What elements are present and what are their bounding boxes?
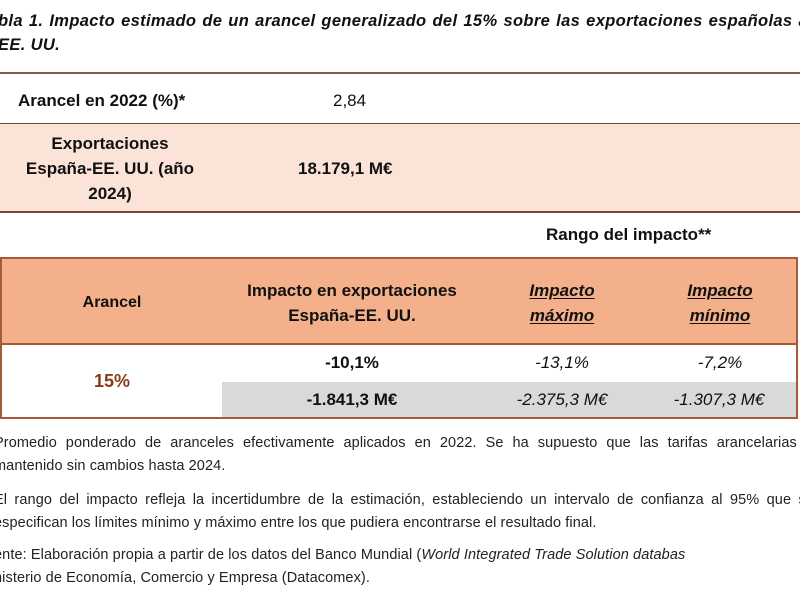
impact-table-left-border — [0, 257, 2, 419]
footnote-2: El rango del impacto refleja la incertid… — [0, 492, 800, 531]
exports-label: Exportaciones España-EE. UU. (año 2024) — [25, 134, 195, 203]
abs-impact-cell: -1.841,3 M€ — [306, 390, 398, 409]
tariff-2022-value: 2,84 — [333, 91, 367, 110]
source-italic: World Integrated Trade Solution databas — [421, 547, 686, 563]
header-impacto-minimo: Impacto mínimo — [687, 281, 753, 325]
abs-max-cell: -2.375,3 M€ — [516, 390, 608, 409]
abs-min-cell: -1.307,3 M€ — [673, 390, 765, 409]
impact-range-heading: Rango del impacto** — [546, 225, 712, 244]
footnote-1: Promedio ponderado de aranceles efectiva… — [0, 435, 800, 474]
bottom-rule — [0, 211, 800, 213]
tariff-2022-label: Arancel en 2022 (%)* — [18, 91, 186, 110]
tariff-rate-cell: 15% — [93, 371, 131, 391]
top-rule — [0, 72, 800, 74]
header-impacto-maximo: Impacto máximo — [529, 281, 595, 325]
header-arancel: Arancel — [82, 294, 142, 311]
exports-row-background — [0, 124, 800, 211]
header-impacto: Impacto en exportaciones España-EE. UU. — [247, 281, 457, 325]
source-suffix: nisterio de Economía, Comercio y Empresa… — [0, 570, 370, 586]
impact-table-border — [0, 257, 798, 419]
middle-rule — [0, 123, 800, 124]
pct-max-cell: -13,1% — [535, 353, 589, 372]
pct-min-cell: -7,2% — [697, 353, 743, 372]
header-separator — [2, 343, 796, 345]
table-caption: bla 1. Impacto estimado de un arancel ge… — [0, 12, 800, 54]
table-header-background — [2, 259, 796, 344]
exports-value: 18.179,1 M€ — [298, 159, 393, 178]
absolute-values-row-background — [222, 382, 796, 417]
pct-impact-cell: -10,1% — [325, 353, 379, 372]
source-note: ente: Elaboración propia a partir de los… — [0, 544, 800, 590]
source-prefix: ente: Elaboración propia a partir de los… — [0, 547, 422, 563]
